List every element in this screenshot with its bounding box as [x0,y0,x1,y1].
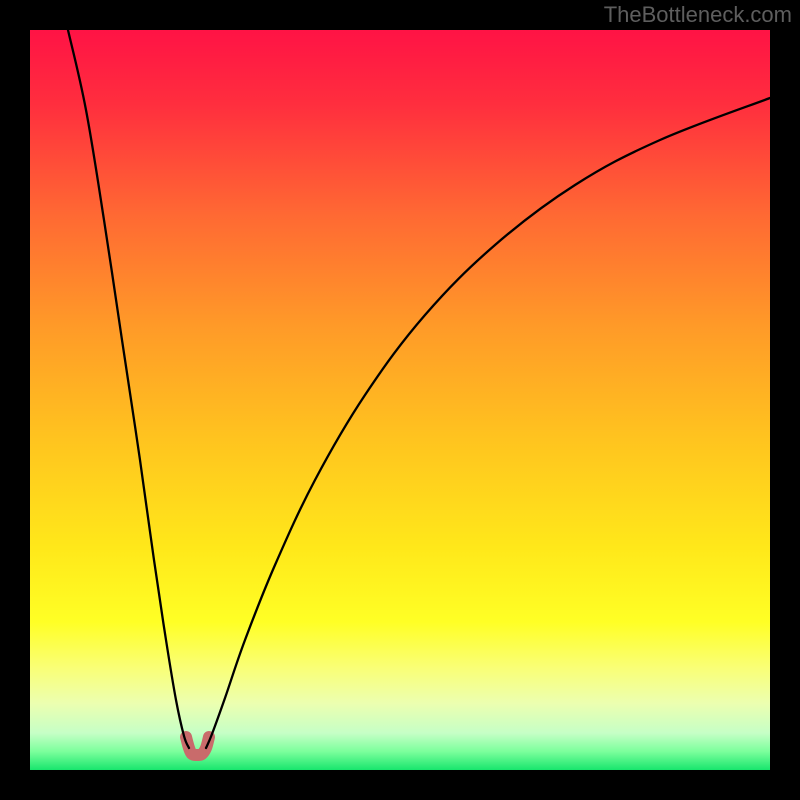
watermark-text: TheBottleneck.com [604,2,792,28]
chart-stage: TheBottleneck.com [0,0,800,800]
chart-svg [0,0,800,800]
